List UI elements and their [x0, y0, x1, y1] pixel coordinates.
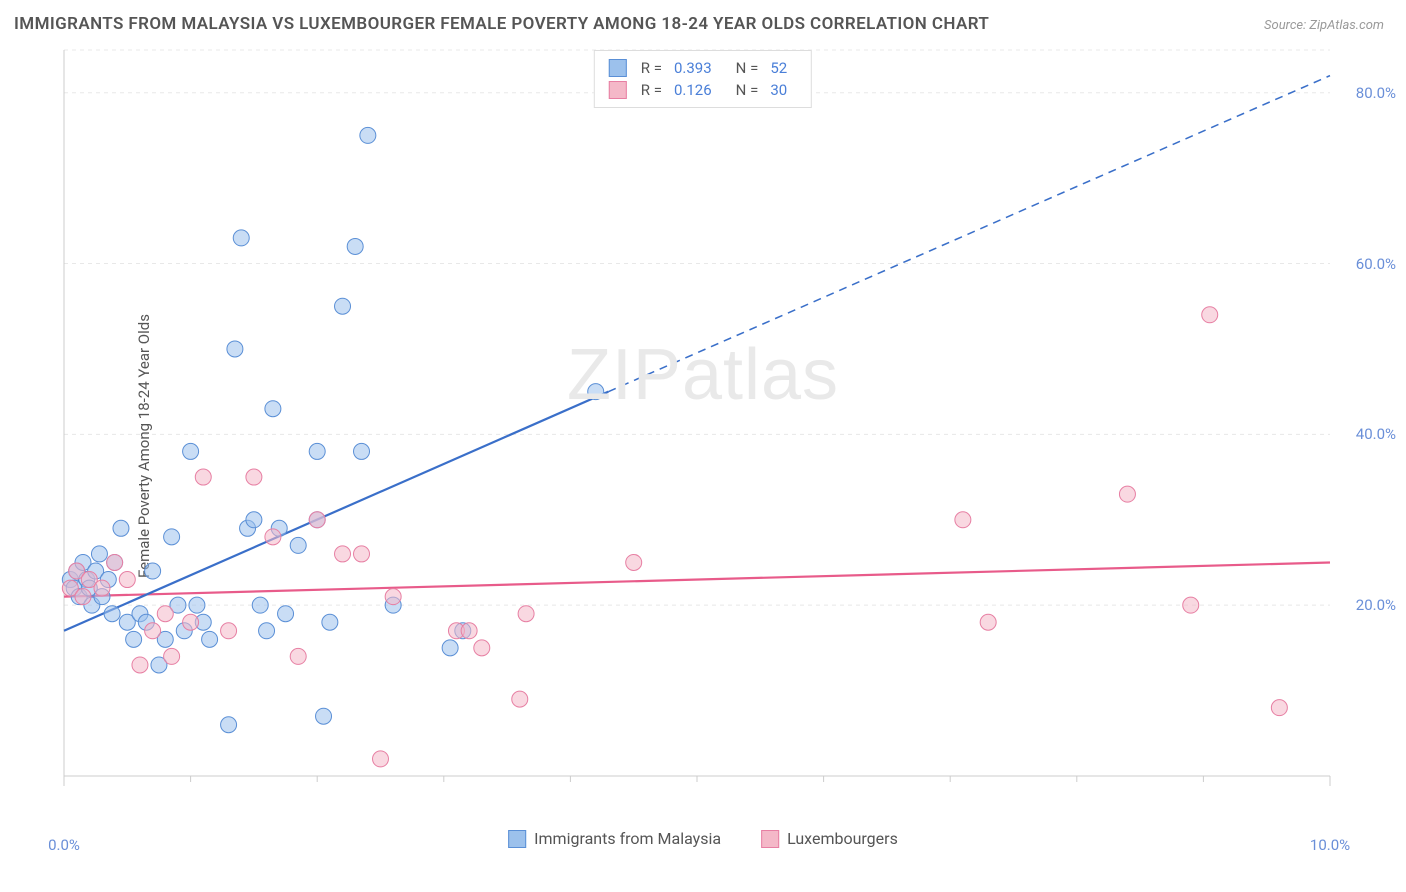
series-legend: Immigrants from Malaysia Luxembourgers	[508, 829, 898, 848]
swatch-luxembourg	[761, 830, 779, 848]
chart-title: IMMIGRANTS FROM MALAYSIA VS LUXEMBOURGER…	[14, 14, 989, 34]
x-tick: 10.0%	[1310, 836, 1350, 854]
y-tick: 60.0%	[1356, 255, 1396, 273]
y-tick: 40.0%	[1356, 425, 1396, 443]
legend-label: Luxembourgers	[787, 829, 898, 848]
plot-area	[60, 46, 1390, 816]
x-tick: 0.0%	[48, 836, 80, 854]
correlation-legend: R = 0.393 N = 52 R = 0.126 N = 30	[594, 50, 812, 108]
source-attribution: Source: ZipAtlas.com	[1264, 18, 1384, 33]
plot-svg	[60, 46, 1390, 816]
swatch-malaysia	[609, 59, 627, 77]
y-tick: 20.0%	[1356, 596, 1396, 614]
legend-row-luxembourg: R = 0.126 N = 30	[609, 79, 797, 101]
swatch-malaysia	[508, 830, 526, 848]
chart-container: IMMIGRANTS FROM MALAYSIA VS LUXEMBOURGER…	[0, 0, 1406, 892]
y-tick: 80.0%	[1356, 84, 1396, 102]
swatch-luxembourg	[609, 81, 627, 99]
legend-item-luxembourg: Luxembourgers	[761, 829, 898, 848]
legend-row-malaysia: R = 0.393 N = 52	[609, 57, 797, 79]
legend-label: Immigrants from Malaysia	[534, 829, 721, 848]
legend-item-malaysia: Immigrants from Malaysia	[508, 829, 721, 848]
